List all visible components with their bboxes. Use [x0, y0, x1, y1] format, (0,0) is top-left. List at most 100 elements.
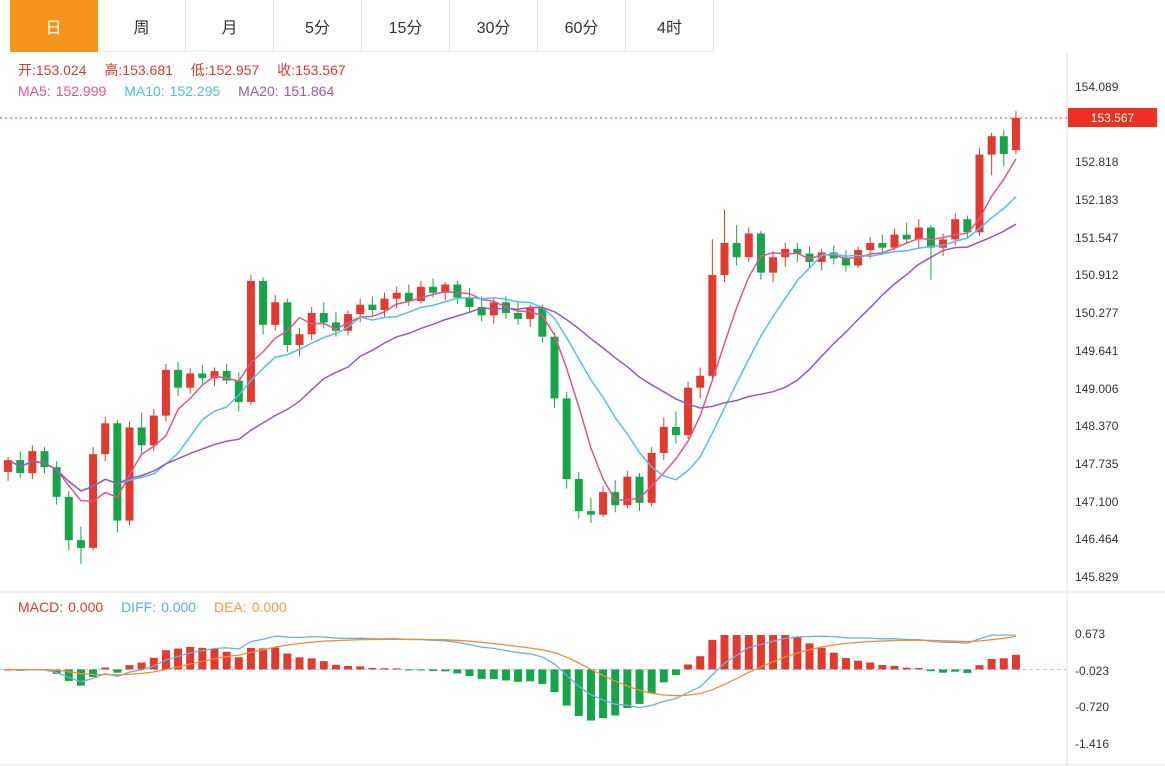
candle-body	[186, 373, 195, 388]
macd-bar	[137, 662, 146, 670]
price-tick: 145.829	[1075, 570, 1119, 584]
ohlc-info: 开:153.024 高:153.681 低:152.957 收:153.567	[18, 60, 360, 80]
candle-body	[283, 302, 292, 345]
macd-bar	[550, 669, 559, 693]
macd-tick: -0.720	[1075, 700, 1110, 715]
candle-body	[137, 427, 146, 446]
macd-bar	[380, 668, 389, 670]
candle-body	[174, 369, 183, 388]
macd-bar	[623, 669, 632, 708]
candle-body	[246, 280, 255, 402]
price-tick: 150.912	[1075, 268, 1119, 283]
low-label: 低:	[190, 62, 209, 78]
macd-bar	[696, 656, 705, 670]
macd-bar	[501, 669, 510, 681]
candle-body	[538, 308, 547, 337]
macd-segment: MACD: 0.000	[18, 599, 103, 615]
candle-body	[926, 227, 935, 248]
tab-60min[interactable]: 60分	[538, 0, 626, 52]
candle-body	[526, 308, 535, 319]
candle-body	[902, 234, 911, 240]
candle-body	[198, 373, 207, 379]
candle-body	[939, 239, 948, 248]
macd-bar	[125, 665, 134, 670]
ma20-segment: MA20: 151.864	[238, 83, 334, 99]
low-segment: 低:152.957	[191, 62, 260, 78]
macd-bar	[720, 635, 729, 670]
close-segment: 收:153.567	[277, 62, 346, 78]
macd-bar	[52, 669, 61, 674]
high-segment: 高:153.681	[104, 62, 173, 78]
macd-bar	[562, 669, 571, 706]
macd-bar	[113, 669, 122, 673]
macd-bar	[271, 647, 280, 670]
candle-body	[720, 242, 729, 275]
macd-tick: -1.416	[1075, 737, 1110, 751]
macd-bar	[841, 658, 850, 670]
macd-bar	[951, 669, 960, 672]
candle-body	[76, 540, 85, 548]
macd-bar	[307, 658, 316, 670]
candle-body	[64, 496, 73, 541]
macd-bar	[174, 648, 183, 670]
macd-info: MACD: 0.000 DIFF: 0.000 DEA: 0.000	[18, 599, 301, 615]
candle-body	[659, 426, 668, 453]
macd-bar	[890, 665, 899, 670]
tab-week[interactable]: 周	[98, 0, 186, 52]
macd-bar	[477, 669, 486, 679]
dea-segment: DEA: 0.000	[214, 599, 287, 615]
candle-body	[441, 284, 450, 293]
macd-bar	[599, 669, 608, 719]
tab-5min[interactable]: 5分	[274, 0, 362, 52]
candle-body	[149, 415, 158, 446]
dea-line	[8, 635, 1016, 697]
candle-body	[793, 248, 802, 254]
macd-bar	[1011, 654, 1020, 670]
candle-body	[429, 286, 438, 293]
candle-body	[271, 302, 280, 325]
tab-30min[interactable]: 30分	[450, 0, 538, 52]
candle-body	[465, 297, 474, 308]
open-label: 开:	[18, 62, 36, 78]
price-tick: 146.464	[1075, 532, 1119, 547]
macd-bar	[999, 658, 1008, 670]
macd-bar	[259, 648, 268, 670]
macd-bar	[222, 651, 231, 670]
candle-body	[416, 286, 425, 302]
candle-body	[234, 380, 243, 402]
tab-4hour[interactable]: 4时	[626, 0, 714, 52]
macd-bar	[574, 669, 583, 716]
macd-bar	[769, 635, 778, 670]
price-tick: 147.735	[1075, 456, 1119, 471]
timeframe-tabbar: 日周月 5分 15分 30分 60分 4时	[10, 0, 714, 52]
ma10-line	[7, 196, 1017, 492]
candle-body	[708, 274, 717, 376]
open-value: 153.024	[35, 62, 87, 78]
price-tick: 147.100	[1075, 494, 1119, 509]
macd-bar	[914, 668, 923, 670]
tab-month[interactable]: 月	[186, 0, 274, 52]
candle-body	[259, 280, 268, 325]
tab-day[interactable]: 日	[10, 0, 98, 52]
tab-15min[interactable]: 15分	[362, 0, 450, 52]
macd-bar	[939, 669, 948, 673]
candle-body	[599, 492, 608, 515]
high-value: 153.681	[122, 62, 173, 78]
price-tick: 151.547	[1075, 230, 1119, 245]
ma10-label: MA10:	[124, 83, 165, 99]
candle-body	[999, 136, 1008, 154]
ma20-label: MA20:	[238, 83, 279, 99]
macd-bar	[368, 667, 377, 670]
ma10-segment: MA10: 152.295	[124, 83, 220, 99]
candle-body	[368, 304, 377, 310]
price-tick: 152.818	[1075, 155, 1119, 170]
candle-body	[380, 298, 389, 310]
macd-bar	[732, 635, 741, 670]
macd-bar	[64, 669, 73, 681]
macd-bar	[319, 661, 328, 670]
candle-body	[951, 219, 960, 240]
macd-bar	[647, 669, 656, 694]
macd-bar	[659, 669, 668, 683]
macd-bar	[416, 669, 425, 671]
